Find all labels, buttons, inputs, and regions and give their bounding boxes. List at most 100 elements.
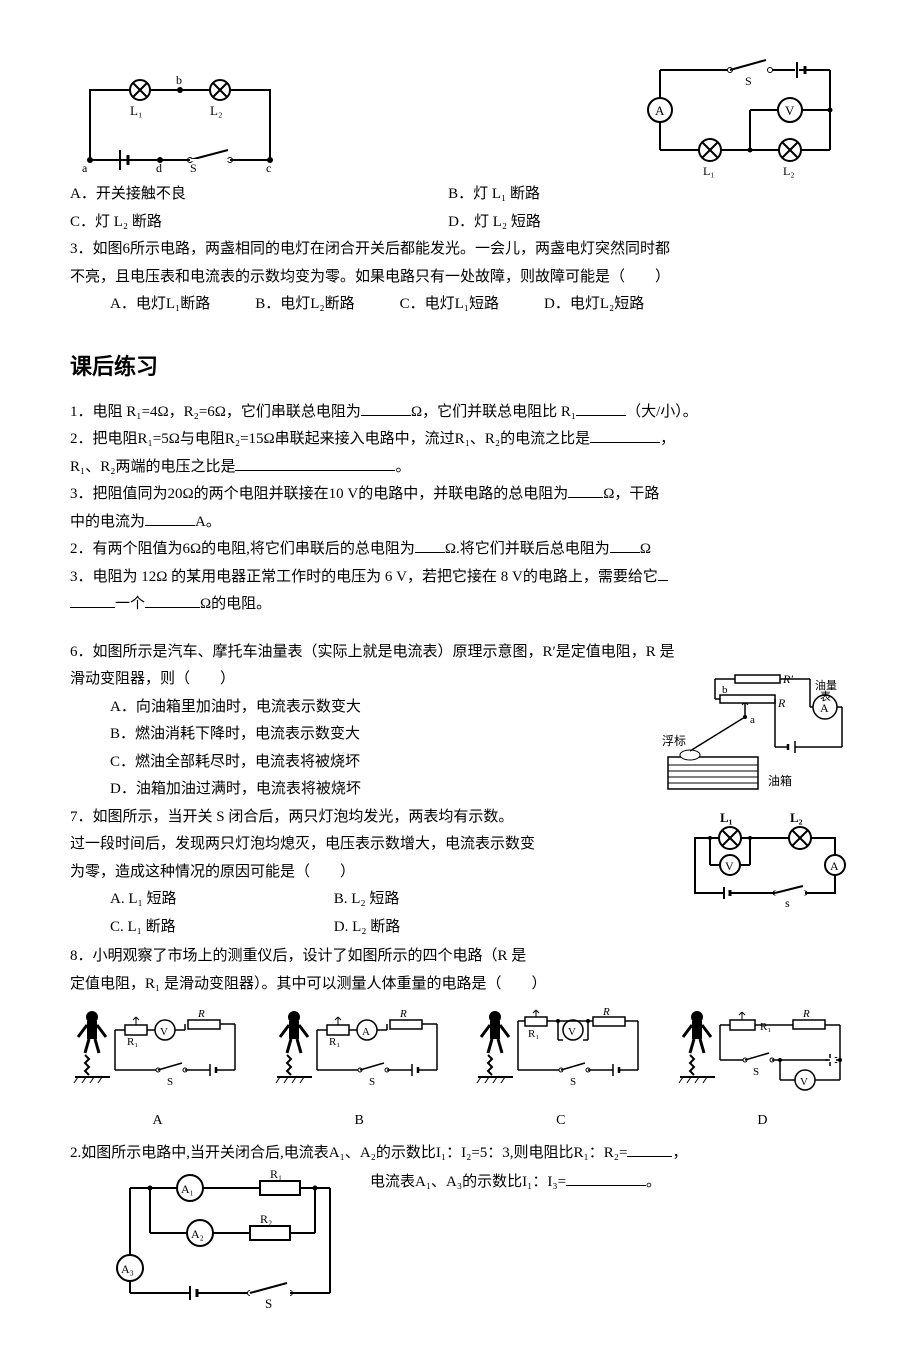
svg-text:R₁: R₁: [760, 1021, 771, 1033]
top-options: A．开关接触不良 B．灯 L₁ 断路: [70, 182, 850, 208]
q7-opt-b: B. L₂ 短路: [334, 891, 400, 907]
svg-text:V: V: [725, 859, 734, 873]
svg-text:S: S: [753, 1066, 759, 1078]
q8-stem-2: 定值电阻，R₁ 是滑动变阻器）。其中可以测量人体重量的电路是（ ）: [70, 972, 850, 998]
svg-text:R: R: [602, 1006, 610, 1018]
q8-fig-d: R₁ R S V D: [675, 1005, 850, 1133]
svg-text:S: S: [167, 1076, 173, 1088]
svg-text:R₁: R₁: [528, 1028, 539, 1040]
svg-text:R: R: [197, 1008, 205, 1020]
blank: [70, 592, 115, 608]
q3-opt-a: A．电灯L₁断路: [110, 292, 210, 318]
p3-line2: 中的电流为A。: [70, 510, 850, 536]
circuit-left: L₁ L₂ b a d c S: [70, 70, 290, 180]
svg-text:V: V: [800, 1076, 808, 1088]
q8-fig-c: R₁ V R S C: [473, 1005, 648, 1133]
q7-block: L₁ L₂ V A: [70, 805, 850, 941]
blank: [145, 592, 200, 608]
svg-text:s: s: [785, 896, 790, 910]
q7-options-row2: C. L₁ 断路 D. L₂ 断路: [70, 915, 850, 941]
svg-text:L₁: L₁: [720, 810, 733, 825]
svg-text:V: V: [785, 103, 795, 118]
p4: 2．有两个阻值为6Ω的电阻,将它们串联后的总电阻为Ω.将它们并联后总电阻为Ω: [70, 537, 850, 563]
svg-text:V: V: [160, 1026, 168, 1038]
svg-text:S: S: [265, 1296, 272, 1308]
top-figures-row: L₁ L₂ b a d c S: [70, 50, 850, 180]
blank: [568, 482, 603, 498]
q3-options: A．电灯L₁断路 B．电灯L₂断路 C．电灯L₁短路 D．电灯L₂短路: [70, 292, 850, 318]
svg-text:R: R: [399, 1008, 407, 1020]
q7-opt-c: C. L₁ 断路: [110, 915, 330, 941]
p5-line1: 3．电阻为 12Ω 的某用电器正常工作时的电压为 6 V，若把它接在 8 V的电…: [70, 565, 850, 591]
svg-text:a: a: [750, 714, 755, 726]
q6-block: 油箱 浮标 a R b R′ A 油量 表: [70, 667, 850, 803]
svg-text:R₂: R₂: [260, 1212, 272, 1226]
q3-opt-d: D．电灯L₂短路: [544, 292, 644, 318]
section-title: 课后练习: [70, 348, 850, 385]
blank: [145, 510, 195, 526]
svg-text:L₁: L₁: [703, 164, 715, 178]
p3-line1: 3．把阻值同为20Ω的两个电阻并联接在10 V的电路中，并联电路的总电阻为Ω，干…: [70, 482, 850, 508]
circuit-right: S A V L₁ L₂: [640, 50, 850, 180]
qlast-line2: 电流表A₁、A₃的示数比I₁：I₃=。: [350, 1168, 661, 1196]
blank: [415, 537, 445, 553]
q8-figures: R₁ V R S A: [70, 1005, 850, 1133]
q3-opt-c: C．电灯L₁短路: [400, 292, 499, 318]
top-opt-c: C．灯 L₂ 断路: [70, 210, 444, 236]
top-opt-a: A．开关接触不良: [70, 182, 444, 208]
svg-text:油箱: 油箱: [768, 773, 792, 788]
qlast-row: A₁ R₁ A₂ R₂ A₃ S 电流表A₁、A₃的示数比I₁：I₃=。: [70, 1168, 850, 1308]
svg-text:R₁: R₁: [329, 1036, 340, 1048]
blank: [361, 400, 411, 416]
q8-fig-b: R₁ A R S B: [272, 1005, 447, 1133]
top-opt-b: B．灯 L₁ 断路: [448, 182, 822, 208]
svg-text:R₁: R₁: [127, 1036, 138, 1048]
svg-text:R₁: R₁: [270, 1168, 282, 1181]
q8-stem-1: 8．小明观察了市场上的测重仪后，设计了如图所示的四个电路（R 是: [70, 944, 850, 970]
svg-text:L₂: L₂: [790, 810, 803, 825]
svg-text:S: S: [369, 1076, 375, 1088]
svg-text:油量: 油量: [815, 678, 837, 692]
q3-stem-1: 3．如图6所示电路，两盏相同的电灯在闭合开关后都能发光。一会儿，两盏电灯突然同时…: [70, 237, 850, 263]
svg-text:b: b: [722, 684, 728, 696]
q7-opt-d: D. L₂ 断路: [334, 919, 400, 935]
blank: [566, 1170, 646, 1186]
p5-line2: 一个Ω的电阻。: [70, 592, 850, 618]
top-opt-d: D．灯 L₂ 短路: [448, 210, 822, 236]
svg-text:L₂: L₂: [210, 103, 222, 118]
top-options-2: C．灯 L₂ 断路 D．灯 L₂ 短路: [70, 210, 850, 236]
svg-text:a: a: [82, 161, 88, 175]
svg-text:表: 表: [820, 689, 831, 703]
q3-opt-b: B．电灯L₂断路: [255, 292, 354, 318]
q6-stem-1: 6．如图所示是汽车、摩托车油量表（实际上就是电流表）原理示意图，R′是定值电阻，…: [70, 640, 850, 666]
svg-text:L₂: L₂: [783, 164, 795, 178]
q8-fig-a: R₁ V R S A: [70, 1005, 245, 1133]
svg-text:S: S: [745, 74, 752, 88]
svg-text:b: b: [176, 73, 182, 87]
p1: 1．电阻 R₁=4Ω，R₂=6Ω，它们串联总电阻为Ω，它们并联总电阻比 R₁（大…: [70, 400, 850, 426]
svg-text:A₂: A₂: [191, 1227, 204, 1241]
svg-text:d: d: [156, 161, 162, 175]
svg-text:A: A: [362, 1026, 370, 1038]
svg-text:A₃: A₃: [121, 1262, 134, 1276]
q6-figure: 油箱 浮标 a R b R′ A 油量 表: [660, 667, 850, 797]
p2-line1: 2．把电阻R₁=5Ω与电阻R₂=15Ω串联起来接入电路中，流过R₁、R₂的电流之…: [70, 427, 850, 453]
svg-text:V: V: [568, 1026, 576, 1038]
blank: [576, 400, 626, 416]
svg-text:S: S: [190, 161, 197, 175]
blank: [590, 427, 660, 443]
q7-figure: L₁ L₂ V A: [680, 810, 850, 910]
q3-stem-2: 不亮，且电压表和电流表的示数均变为零。如果电路只有一处故障，则故障可能是（ ）: [70, 265, 850, 291]
qlast-figure: A₁ R₁ A₂ R₂ A₃ S: [100, 1168, 350, 1308]
qlast-line1: 2.如图所示电路中,当开关闭合后,电流表A₁、A₂的示数比I₁：I₂=5：3,则…: [70, 1141, 850, 1167]
svg-text:浮标: 浮标: [662, 734, 686, 748]
svg-text:A: A: [830, 859, 839, 873]
svg-text:S: S: [570, 1076, 576, 1088]
svg-text:c: c: [266, 161, 271, 175]
p2-line2: R₁、R₂两端的电压之比是。: [70, 455, 850, 481]
svg-text:A: A: [820, 701, 829, 715]
svg-text:R: R: [777, 696, 786, 710]
blank: [235, 455, 395, 471]
svg-text:L₁: L₁: [130, 103, 142, 118]
svg-text:A₁: A₁: [181, 1182, 194, 1196]
